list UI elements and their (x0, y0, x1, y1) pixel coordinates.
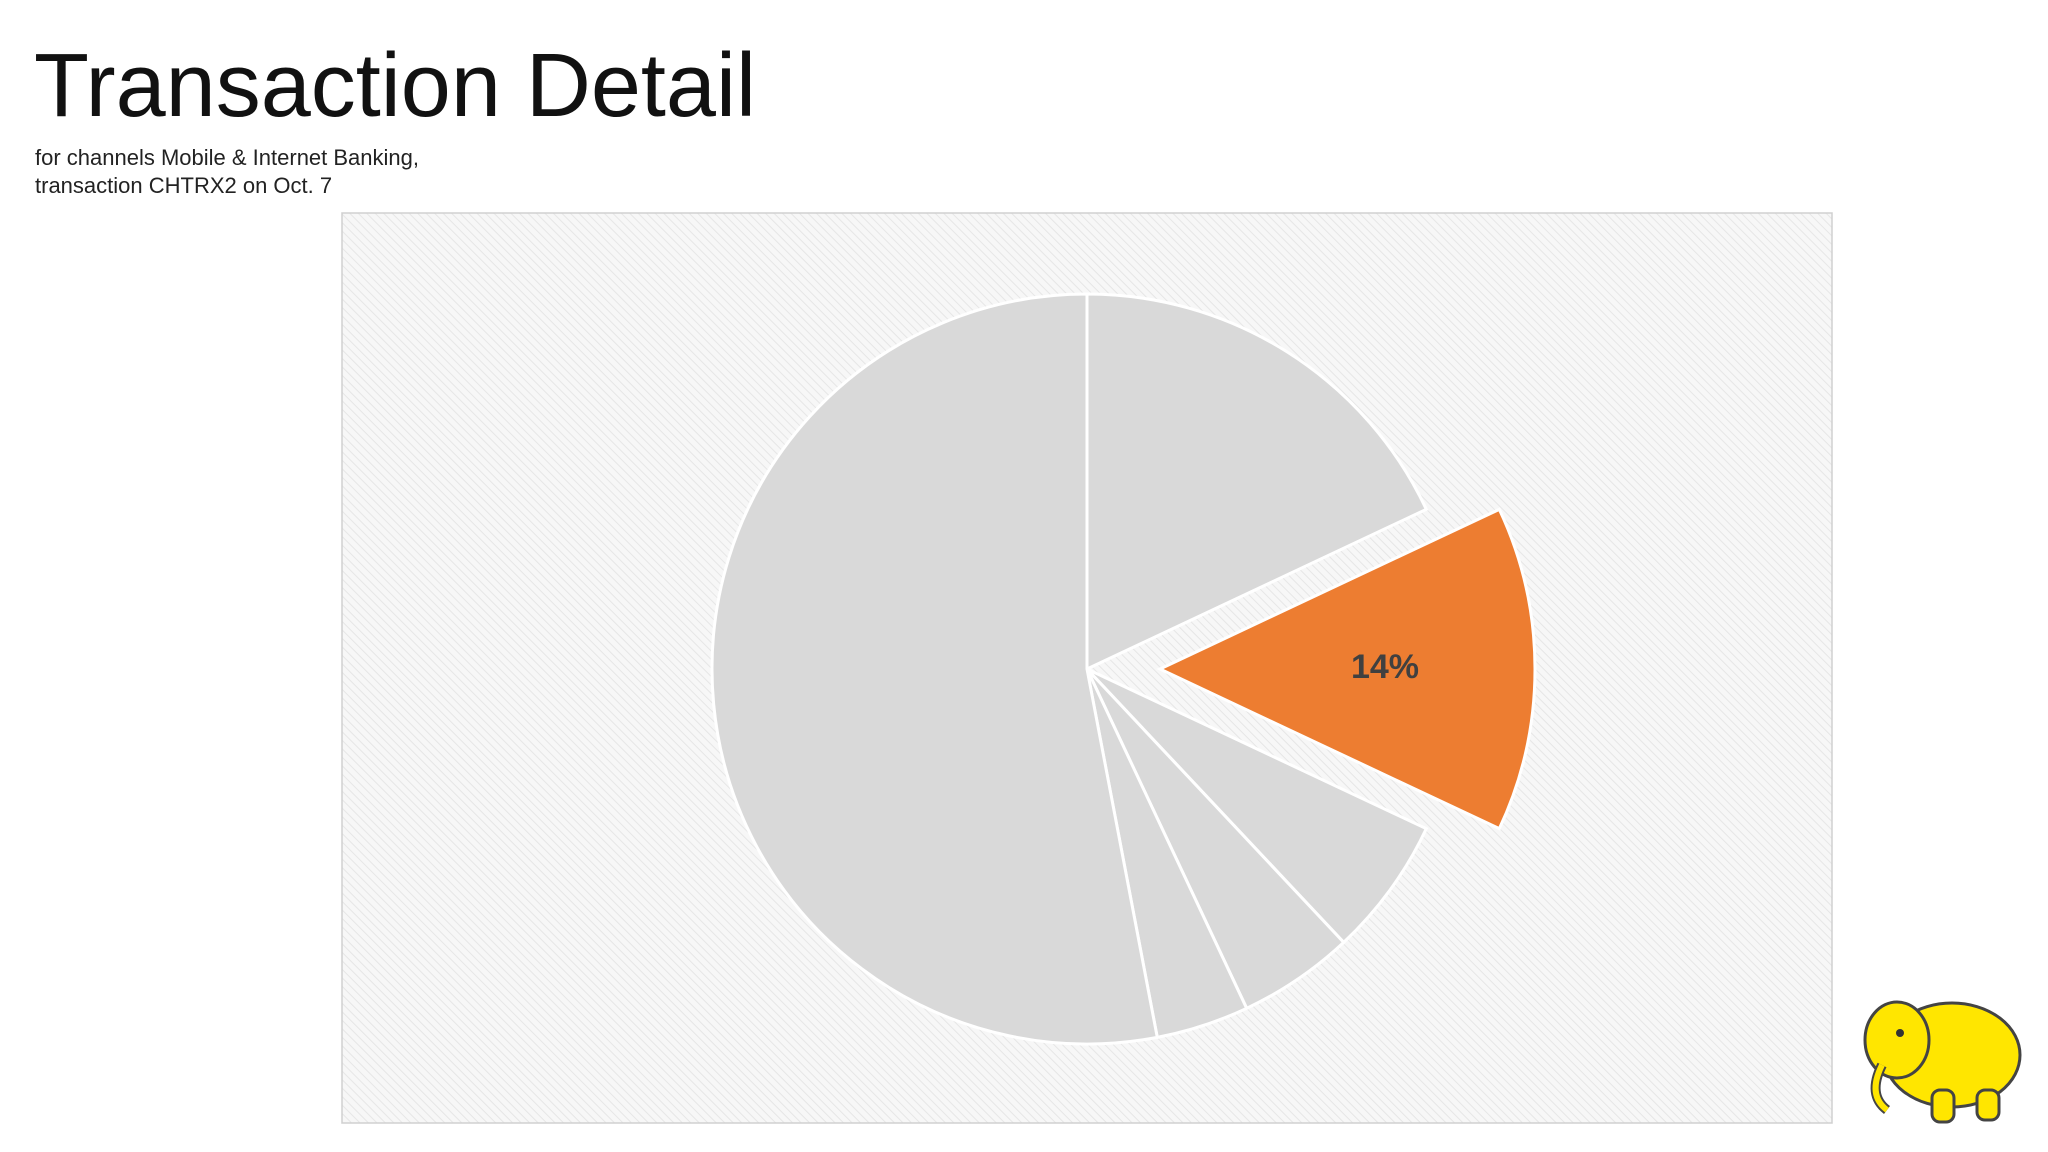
pie-slice (1085, 292, 1429, 672)
chart-title: Transaction Detail (34, 36, 756, 136)
pie-slice (1156, 507, 1537, 831)
pie-slice (1085, 667, 1429, 945)
subtitle: transaction CHTRX2 on Oct. 7 (35, 173, 332, 198)
subtitle: for channels Mobile & Internet Banking, (35, 145, 419, 170)
logo (1863, 1000, 2022, 1124)
pie: 14% (710, 292, 1537, 1046)
data-label: 14% (1351, 648, 1419, 686)
pie-slice (710, 292, 1160, 1046)
